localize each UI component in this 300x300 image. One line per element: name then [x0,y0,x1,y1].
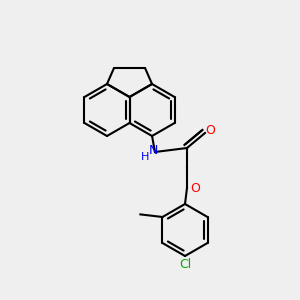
Text: Cl: Cl [179,257,191,271]
Text: H: H [141,152,149,162]
Text: O: O [205,124,215,137]
Text: N: N [148,143,158,157]
Text: O: O [190,182,200,194]
